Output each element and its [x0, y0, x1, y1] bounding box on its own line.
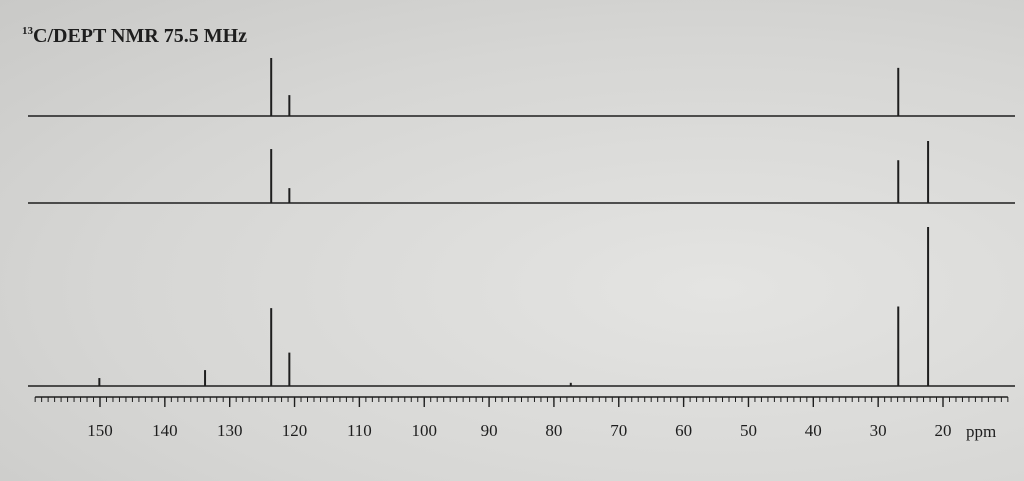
x-tick-label: 50: [740, 421, 757, 440]
x-tick-label: 120: [282, 421, 308, 440]
chart-title-group: 13C/DEPT NMR 75.5 MHz: [22, 25, 247, 47]
x-tick-label: 60: [675, 421, 692, 440]
x-axis-label: ppm: [966, 422, 996, 441]
x-tick-label: 20: [935, 421, 952, 440]
x-tick-label: 130: [217, 421, 243, 440]
x-tick-label: 150: [87, 421, 113, 440]
title-superscript: 13: [22, 25, 34, 37]
x-tick-label: 140: [152, 421, 178, 440]
chart-title: C/DEPT NMR 75.5 MHz: [33, 25, 247, 47]
x-tick-label: 70: [610, 421, 627, 440]
x-tick-label: 80: [545, 421, 562, 440]
x-tick-label: 40: [805, 421, 822, 440]
x-tick-label: 30: [870, 421, 887, 440]
x-tick-label: 110: [347, 421, 372, 440]
x-tick-label: 100: [411, 421, 437, 440]
x-tick-label: 90: [481, 421, 498, 440]
